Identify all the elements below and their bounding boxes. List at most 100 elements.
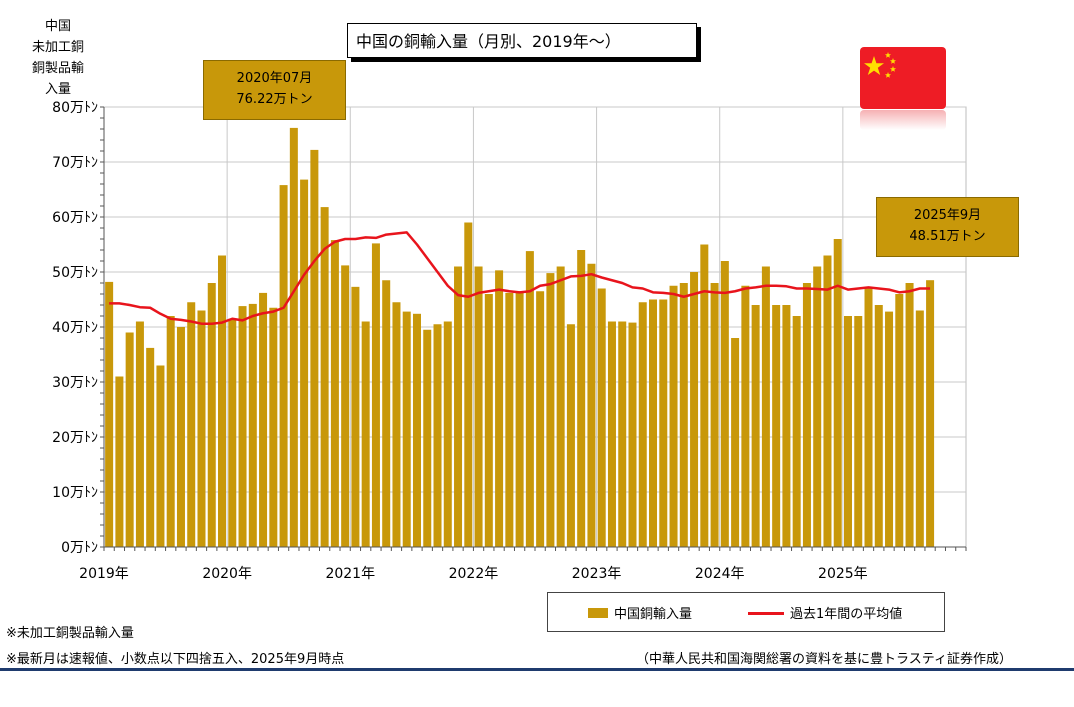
chart-title: 中国の銅輸入量（月別、2019年〜） xyxy=(347,23,697,58)
y-tick-label: 50万ﾄﾝ xyxy=(52,265,98,281)
y-tick-label: 70万ﾄﾝ xyxy=(52,155,98,171)
source-note: （中華人民共和国海関総署の資料を基に豊トラスティ証券作成） xyxy=(636,652,1012,667)
bar xyxy=(330,240,339,547)
bar xyxy=(679,283,688,547)
bar xyxy=(187,302,196,547)
bar xyxy=(864,288,873,547)
bar xyxy=(731,338,740,547)
flag-reflection xyxy=(860,110,946,130)
legend-line-label: 過去1年間の平均値 xyxy=(790,607,903,622)
bar xyxy=(577,250,586,547)
x-tick-label: 2021年 xyxy=(325,566,375,582)
bar xyxy=(392,302,401,547)
bar xyxy=(259,292,268,547)
axes: 0万ﾄﾝ 10万ﾄﾝ 20万ﾄﾝ 30万ﾄﾝ 40万ﾄﾝ 50万ﾄﾝ 60万ﾄﾝ 70万ﾄﾝ 8… xyxy=(52,100,967,582)
y-tick-label: 20万ﾄﾝ xyxy=(52,430,98,446)
bar xyxy=(156,365,165,547)
average-line xyxy=(109,231,931,325)
bar xyxy=(843,316,852,547)
legend-bar-label: 中国銅輸入量 xyxy=(614,607,693,622)
bar xyxy=(474,266,483,547)
bar xyxy=(423,329,432,547)
bar xyxy=(690,272,699,547)
bar xyxy=(207,283,216,547)
bar xyxy=(772,305,781,547)
bar xyxy=(895,294,904,547)
bar xyxy=(905,283,914,547)
y-tick-label: 80万ﾄﾝ xyxy=(52,100,98,116)
bar xyxy=(433,324,442,547)
bar xyxy=(382,280,391,547)
bar xyxy=(454,266,463,547)
y-tick-label: 60万ﾄﾝ xyxy=(52,210,98,226)
bar xyxy=(885,311,894,547)
bar xyxy=(464,222,473,547)
y-axis-title-line2: 未加工銅 xyxy=(31,40,84,55)
bar xyxy=(443,321,452,547)
bar xyxy=(310,149,319,547)
bar xyxy=(146,347,155,547)
bar xyxy=(361,321,370,547)
y-axis-title-line1: 中国 xyxy=(44,19,71,34)
bar xyxy=(669,285,678,547)
bar xyxy=(536,291,545,547)
y-tick-label: 40万ﾄﾝ xyxy=(52,320,98,336)
x-tick-label: 2024年 xyxy=(695,566,745,582)
bar xyxy=(802,283,811,547)
bar xyxy=(515,291,524,547)
bar xyxy=(402,311,411,547)
bar xyxy=(351,286,360,547)
footnote-2: ※最新月は速報値、小数点以下四捨五入、2025年9月時点 xyxy=(6,652,345,667)
y-tick-label: 30万ﾄﾝ xyxy=(52,375,98,391)
y-axis-title-line3: 銅製品輸入量 xyxy=(31,61,84,97)
bar xyxy=(166,316,175,547)
y-tick-label: 10万ﾄﾝ xyxy=(52,485,98,501)
legend-bar-swatch xyxy=(588,608,608,618)
x-tick-label: 2023年 xyxy=(572,566,622,582)
bar xyxy=(823,255,832,547)
bar xyxy=(135,321,144,547)
bar xyxy=(238,306,247,547)
bar xyxy=(289,127,298,548)
bar xyxy=(218,255,227,547)
peak-callout: 2020年07月 76.22万トン xyxy=(203,60,346,120)
x-tick-label: 2022年 xyxy=(449,566,499,582)
bars xyxy=(105,127,935,548)
bar xyxy=(115,376,124,547)
x-tick-label: 2025年 xyxy=(818,566,868,582)
bar xyxy=(525,251,534,547)
bar xyxy=(782,305,791,547)
bar xyxy=(659,299,668,547)
bar xyxy=(125,332,134,547)
latest-callout-date: 2025年9月 xyxy=(913,208,982,223)
peak-callout-date: 2020年07月 xyxy=(236,71,313,86)
bar xyxy=(792,316,801,547)
bar xyxy=(618,321,627,547)
bar xyxy=(371,243,380,547)
bar xyxy=(700,244,709,547)
bar xyxy=(720,261,729,547)
y-axis-title: 中国 未加工銅 銅製品輸入量 xyxy=(28,16,88,100)
x-tick-label: 2019年 xyxy=(79,566,129,582)
bar xyxy=(926,280,935,547)
latest-callout: 2025年9月 48.51万トン xyxy=(876,197,1019,257)
legend-line-swatch xyxy=(748,612,784,615)
bar xyxy=(546,273,555,547)
bottom-rule xyxy=(0,668,1074,671)
bar xyxy=(320,207,329,547)
bar xyxy=(741,285,750,547)
footnote-1: ※未加工銅製品輸入量 xyxy=(6,626,134,641)
bar xyxy=(228,318,237,547)
bar xyxy=(484,294,493,547)
bar xyxy=(710,283,719,547)
bar xyxy=(915,310,924,547)
latest-callout-value: 48.51万トン xyxy=(909,229,986,244)
bar xyxy=(176,327,185,547)
bar xyxy=(587,263,596,547)
bar xyxy=(248,303,257,547)
bar xyxy=(833,239,842,547)
bar xyxy=(649,299,658,547)
bar xyxy=(269,307,278,547)
peak-callout-value: 76.22万トン xyxy=(236,92,313,107)
